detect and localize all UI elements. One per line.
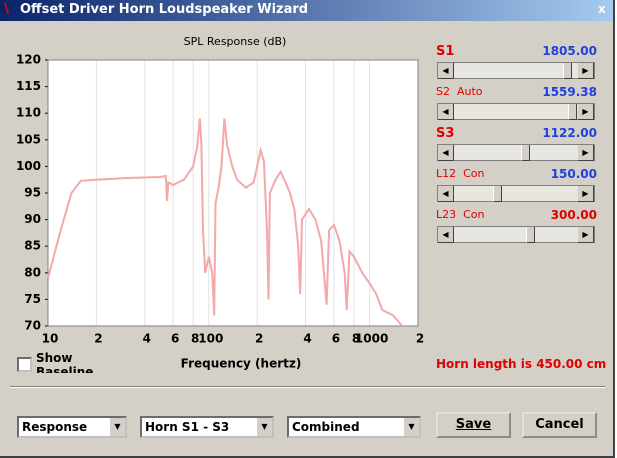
slider-thumb[interactable]: [568, 104, 577, 120]
plot-border: [47, 59, 419, 327]
checkbox[interactable]: [17, 357, 32, 372]
slider[interactable]: ◀ ▶: [437, 226, 595, 243]
arrow-left[interactable]: ◀: [438, 186, 454, 202]
dropdown-text: Combined: [292, 420, 360, 434]
y-tick-label: 100: [16, 159, 41, 173]
slider[interactable]: ◀ ▶: [437, 144, 595, 161]
slider-value: 1122.00: [542, 126, 597, 140]
x-axis-label: Frequency (hertz): [181, 357, 302, 371]
y-tick-label: 115: [16, 79, 41, 93]
dropdown-text: Response: [22, 420, 88, 434]
y-tick-label: 110: [16, 106, 41, 120]
x-tick-label: 2: [94, 332, 102, 346]
dropdown-text: Horn S1 - S3: [145, 420, 230, 434]
title-bar: \ Offset Driver Horn Loudspeaker Wizard …: [0, 0, 613, 21]
y-tick-label: 85: [24, 239, 41, 253]
slider-label: S2 Auto: [436, 85, 483, 98]
arrow-right[interactable]: ▶: [578, 227, 594, 243]
y-tick-label: 90: [24, 212, 41, 226]
horn-length: Horn length is 450.00 cm: [436, 357, 607, 371]
x-tick-label: 1000: [355, 332, 388, 346]
y-tick-label: 80: [24, 265, 41, 279]
x-tick-label: 4: [143, 332, 151, 346]
slider-thumb[interactable]: [493, 186, 502, 202]
dropdown[interactable]: Combined ▼: [287, 416, 421, 438]
x-tick-label: 6: [332, 332, 340, 346]
slider-value: 150.00: [550, 167, 597, 181]
checkbox-label: Show Baseline: [36, 351, 94, 373]
slider-label: S1: [436, 44, 455, 59]
chart-title: SPL Response (dB): [184, 35, 287, 48]
arrow-right[interactable]: ▶: [578, 186, 594, 202]
y-tick-label: 105: [16, 132, 41, 146]
arrow-left[interactable]: ◀: [438, 227, 454, 243]
x-tick-label: 4: [303, 332, 311, 346]
slider-label: S3: [436, 126, 455, 141]
slider-thumb[interactable]: [521, 145, 530, 161]
dropdown-arrow[interactable]: ▼: [109, 418, 125, 436]
x-tick-label: 8: [191, 332, 199, 346]
x-tick-label: 2: [255, 332, 263, 346]
window-title: Offset Driver Horn Loudspeaker Wizard: [20, 2, 309, 17]
slider-label: L23 Con: [436, 208, 485, 221]
slider-label: L12 Con: [436, 167, 485, 180]
y-tick-label: 95: [24, 186, 41, 200]
arrow-right[interactable]: ▶: [578, 63, 594, 79]
x-tick-label: 10: [42, 332, 59, 346]
arrow-right[interactable]: ▶: [578, 104, 594, 120]
slider-thumb[interactable]: [526, 227, 535, 243]
chart: SPL Response (dB) Frequency (hertz) 10 2 4…: [16, 35, 424, 371]
dropdown-arrow[interactable]: ▼: [403, 418, 419, 436]
y-tick-label: 75: [24, 292, 41, 306]
dropdown[interactable]: Horn S1 - S3 ▼: [140, 416, 274, 438]
x-tick-label: 100: [198, 332, 223, 346]
slider[interactable]: ◀ ▶: [437, 185, 595, 202]
y-tick-label: 70: [24, 319, 41, 333]
slider[interactable]: ◀ ▶: [437, 103, 595, 120]
slider-thumb[interactable]: [563, 63, 572, 79]
app-icon: \: [4, 1, 10, 17]
button[interactable]: Cancel: [522, 412, 597, 438]
plot-area: [48, 60, 418, 326]
button[interactable]: Save: [436, 412, 511, 438]
arrow-left[interactable]: ◀: [438, 104, 454, 120]
close-button[interactable]: x: [598, 2, 606, 16]
x-tick-label: 6: [171, 332, 179, 346]
y-tick-label: 120: [16, 53, 41, 67]
slider-value: 300.00: [550, 208, 597, 222]
slider[interactable]: ◀ ▶: [437, 62, 595, 79]
dropdown[interactable]: Response ▼: [17, 416, 127, 438]
spl-line: [47, 118, 404, 327]
dropdown-arrow[interactable]: ▼: [256, 418, 272, 436]
x-tick-label: 8: [352, 332, 360, 346]
arrow-left[interactable]: ◀: [438, 63, 454, 79]
arrow-left[interactable]: ◀: [438, 145, 454, 161]
x-tick-label: 2: [416, 332, 424, 346]
slider-value: 1559.38: [542, 85, 597, 99]
arrow-right[interactable]: ▶: [578, 145, 594, 161]
separator: [10, 386, 605, 388]
slider-value: 1805.00: [542, 44, 597, 58]
